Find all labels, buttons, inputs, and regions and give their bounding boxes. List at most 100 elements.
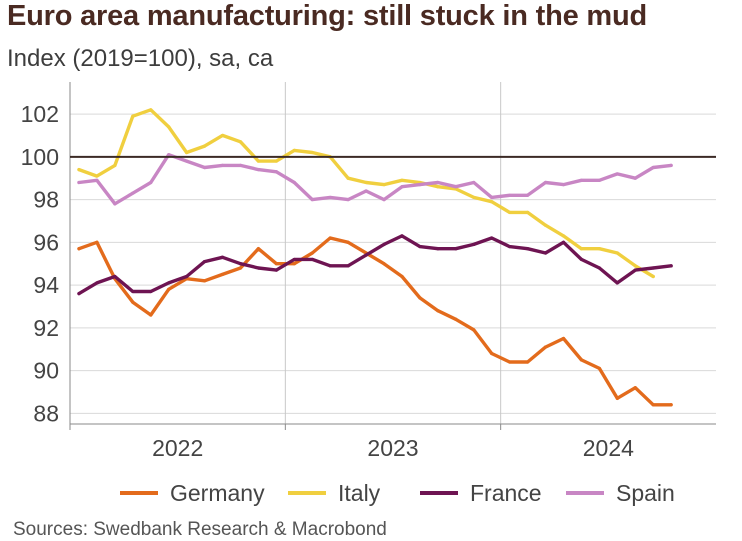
- data-point-germany: [292, 262, 296, 266]
- data-point-spain: [418, 183, 422, 187]
- data-point-france: [561, 240, 566, 244]
- data-point-germany: [131, 300, 135, 304]
- data-point-germany: [77, 247, 81, 251]
- y-tick-label: 96: [33, 229, 59, 255]
- data-point-italy: [490, 200, 494, 204]
- data-point-spain: [543, 180, 548, 185]
- data-point-spain: [615, 172, 619, 176]
- data-point-france: [472, 242, 476, 247]
- data-point-france: [633, 268, 637, 272]
- y-tick-label: 94: [33, 272, 59, 298]
- series-line-france: [77, 234, 673, 296]
- data-point-france: [543, 251, 548, 255]
- chart-title: Euro area manufacturing: still stuck in …: [7, 0, 647, 32]
- data-point-germany: [310, 251, 314, 255]
- chart-source: Sources: Swedbank Research & Macrobond: [13, 519, 387, 540]
- data-point-france: [418, 244, 422, 249]
- data-point-spain: [113, 202, 117, 206]
- data-point-france: [256, 266, 261, 270]
- data-point-germany: [382, 262, 386, 266]
- data-point-spain: [328, 195, 332, 200]
- data-point-italy: [77, 168, 81, 172]
- data-point-spain: [185, 159, 189, 163]
- data-point-italy: [561, 234, 566, 238]
- data-point-france: [149, 289, 153, 294]
- data-point-spain: [490, 195, 494, 200]
- data-point-france: [310, 257, 314, 262]
- data-point-france: [131, 289, 135, 294]
- data-point-germany: [256, 247, 261, 251]
- data-point-spain: [167, 153, 171, 157]
- data-point-spain: [149, 180, 153, 185]
- data-point-spain: [95, 178, 99, 182]
- data-point-italy: [238, 140, 243, 144]
- data-point-germany: [95, 240, 99, 244]
- data-point-germany: [202, 279, 207, 283]
- data-point-spain: [292, 180, 296, 185]
- data-point-france: [238, 262, 243, 266]
- data-point-spain: [382, 197, 386, 202]
- data-point-spain: [131, 191, 135, 195]
- data-point-germany: [238, 266, 243, 270]
- data-point-spain: [220, 163, 225, 167]
- data-point-italy: [274, 159, 278, 163]
- data-point-italy: [579, 247, 584, 251]
- data-point-spain: [508, 193, 512, 197]
- data-point-italy: [615, 251, 619, 255]
- data-point-italy: [400, 178, 404, 182]
- data-point-spain: [364, 189, 368, 193]
- data-point-france: [77, 292, 81, 296]
- data-point-france: [274, 268, 278, 272]
- data-point-germany: [454, 317, 458, 321]
- data-point-italy: [131, 114, 135, 118]
- data-point-italy: [472, 195, 476, 200]
- data-point-italy: [436, 185, 440, 189]
- data-point-france: [95, 281, 99, 285]
- data-point-spain: [579, 178, 584, 182]
- data-point-spain: [346, 197, 350, 202]
- data-point-germany: [436, 309, 440, 313]
- data-point-germany: [508, 360, 512, 364]
- data-point-germany: [597, 366, 601, 371]
- data-point-france: [382, 242, 386, 247]
- data-point-spain: [472, 180, 476, 185]
- data-point-germany: [274, 262, 278, 266]
- series-line-germany: [77, 236, 673, 407]
- series-layer: [77, 108, 673, 407]
- data-point-france: [328, 264, 332, 268]
- data-point-italy: [508, 210, 512, 214]
- x-tick-label: 2023: [367, 435, 418, 461]
- data-point-germany: [543, 345, 548, 349]
- series-line-spain: [77, 153, 673, 206]
- data-point-france: [525, 247, 530, 251]
- data-point-spain: [436, 180, 440, 185]
- data-point-spain: [274, 170, 278, 174]
- data-point-spain: [633, 176, 637, 180]
- data-point-france: [400, 234, 404, 238]
- legend-label-germany: Germany: [170, 480, 265, 506]
- legend-label-spain: Spain: [616, 480, 675, 506]
- data-point-france: [292, 257, 296, 262]
- data-point-spain: [454, 185, 458, 189]
- data-point-germany: [418, 296, 422, 300]
- data-point-france: [185, 274, 189, 279]
- data-point-germany: [346, 240, 350, 244]
- data-point-italy: [149, 108, 153, 112]
- data-point-germany: [651, 403, 655, 407]
- data-point-spain: [238, 163, 243, 167]
- data-point-france: [508, 244, 512, 249]
- data-point-italy: [256, 159, 261, 163]
- grid-layer: [70, 82, 716, 424]
- data-point-italy: [382, 183, 386, 187]
- data-point-italy: [364, 180, 368, 185]
- data-point-italy: [113, 163, 117, 167]
- data-point-france: [167, 281, 171, 285]
- data-point-france: [615, 281, 619, 285]
- data-point-germany: [669, 403, 673, 407]
- data-point-france: [669, 264, 673, 268]
- data-point-spain: [561, 183, 566, 187]
- data-point-spain: [256, 168, 261, 172]
- data-point-spain: [651, 165, 655, 170]
- data-point-germany: [615, 396, 619, 400]
